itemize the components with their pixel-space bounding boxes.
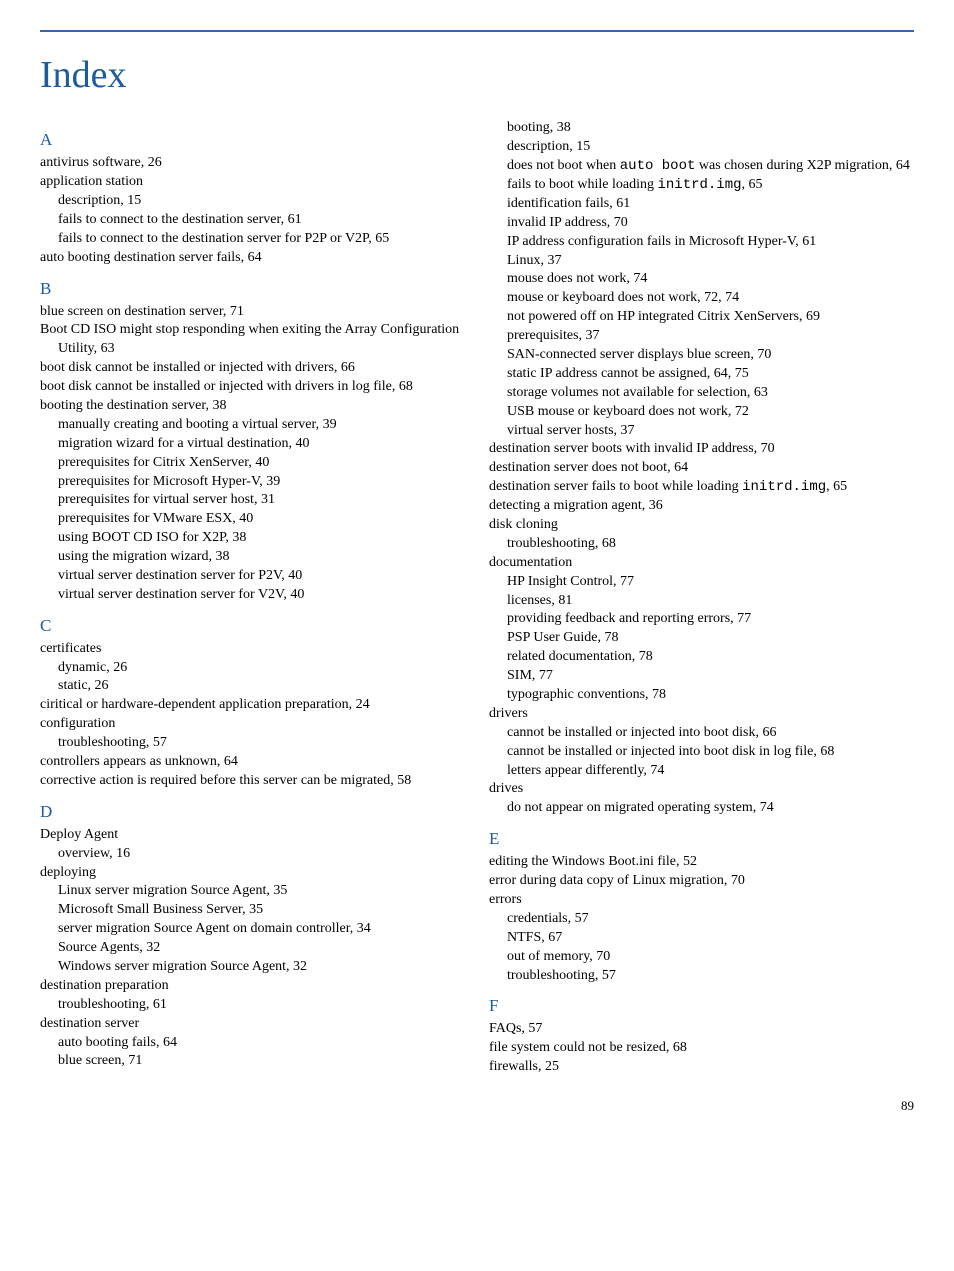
index-entry: not powered off on HP integrated Citrix … <box>489 308 914 327</box>
index-entry: USB mouse or keyboard does not work, 72 <box>507 403 914 422</box>
index-entry: certificates <box>40 640 465 659</box>
page-number: 89 <box>40 1097 914 1115</box>
index-entry: drives <box>489 780 914 799</box>
index-entry: error during data copy of Linux migratio… <box>489 872 914 891</box>
index-entry: troubleshooting, 68 <box>507 535 914 554</box>
index-entry: ciritical or hardware-dependent applicat… <box>40 696 465 715</box>
index-entry: SAN-connected server displays blue scree… <box>507 346 914 365</box>
index-entry: cannot be installed or injected into boo… <box>489 743 914 762</box>
index-entry: using BOOT CD ISO for X2P, 38 <box>58 529 465 548</box>
index-entry: application station <box>40 173 465 192</box>
index-entry: typographic conventions, 78 <box>507 686 914 705</box>
index-entry: drivers <box>489 705 914 724</box>
top-rule <box>40 30 914 32</box>
index-entry: server migration Source Agent on domain … <box>40 920 465 939</box>
index-entry: static IP address cannot be assigned, 64… <box>507 365 914 384</box>
index-entry: troubleshooting, 61 <box>58 996 465 1015</box>
section-letter: B <box>40 278 465 301</box>
index-entry: detecting a migration agent, 36 <box>489 497 914 516</box>
index-entry: dynamic, 26 <box>58 659 465 678</box>
index-entry: prerequisites, 37 <box>507 327 914 346</box>
index-entry: deploying <box>40 864 465 883</box>
index-entry: controllers appears as unknown, 64 <box>40 753 465 772</box>
index-entry: IP address configuration fails in Micros… <box>489 233 914 252</box>
index-entry: virtual server destination server for V2… <box>58 586 465 605</box>
index-entry: virtual server destination server for P2… <box>58 567 465 586</box>
index-entry: Linux, 37 <box>507 252 914 271</box>
index-entry: troubleshooting, 57 <box>507 967 914 986</box>
index-entry: storage volumes not available for select… <box>507 384 914 403</box>
index-entry: boot disk cannot be installed or injecte… <box>40 359 465 378</box>
index-entry: does not boot when auto boot was chosen … <box>489 157 914 176</box>
index-entry: description, 15 <box>507 138 914 157</box>
index-entry: Windows server migration Source Agent, 3… <box>58 958 465 977</box>
index-entry: documentation <box>489 554 914 573</box>
index-entry: prerequisites for Microsoft Hyper-V, 39 <box>58 473 465 492</box>
index-entry: HP Insight Control, 77 <box>507 573 914 592</box>
index-entry: file system could not be resized, 68 <box>489 1039 914 1058</box>
index-body: Aantivirus software, 26application stati… <box>40 119 914 1077</box>
section-letter: D <box>40 801 465 824</box>
index-entry: fails to connect to the destination serv… <box>40 230 465 249</box>
index-entry: destination server does not boot, 64 <box>489 459 914 478</box>
index-entry: Source Agents, 32 <box>58 939 465 958</box>
index-entry: troubleshooting, 57 <box>58 734 465 753</box>
index-entry: cannot be installed or injected into boo… <box>507 724 914 743</box>
section-letter: F <box>489 995 914 1018</box>
index-entry: migration wizard for a virtual destinati… <box>58 435 465 454</box>
index-entry: letters appear differently, 74 <box>507 762 914 781</box>
index-entry: mouse or keyboard does not work, 72, 74 <box>507 289 914 308</box>
index-entry: destination preparation <box>40 977 465 996</box>
index-entry: fails to boot while loading initrd.img, … <box>507 176 914 195</box>
index-entry: related documentation, 78 <box>507 648 914 667</box>
index-entry: configuration <box>40 715 465 734</box>
section-letter: A <box>40 129 465 152</box>
section-letter: E <box>489 828 914 851</box>
index-entry: booting the destination server, 38 <box>40 397 465 416</box>
index-entry: FAQs, 57 <box>489 1020 914 1039</box>
index-entry: prerequisites for virtual server host, 3… <box>58 491 465 510</box>
index-entry: NTFS, 67 <box>507 929 914 948</box>
index-entry: out of memory, 70 <box>507 948 914 967</box>
index-entry: description, 15 <box>58 192 465 211</box>
index-entry: boot disk cannot be installed or injecte… <box>40 378 465 397</box>
index-entry: antivirus software, 26 <box>40 154 465 173</box>
page-title: Index <box>40 50 914 101</box>
index-entry: providing feedback and reporting errors,… <box>507 610 914 629</box>
index-entry: licenses, 81 <box>507 592 914 611</box>
index-entry: auto booting fails, 64 <box>58 1034 465 1053</box>
index-entry: SIM, 77 <box>507 667 914 686</box>
index-entry: mouse does not work, 74 <box>507 270 914 289</box>
index-entry: Microsoft Small Business Server, 35 <box>58 901 465 920</box>
index-entry: identification fails, 61 <box>507 195 914 214</box>
index-entry: manually creating and booting a virtual … <box>58 416 465 435</box>
index-entry: errors <box>489 891 914 910</box>
index-entry: do not appear on migrated operating syst… <box>507 799 914 818</box>
index-entry: overview, 16 <box>58 845 465 864</box>
index-entry: credentials, 57 <box>507 910 914 929</box>
section-letter: C <box>40 615 465 638</box>
index-entry: destination server <box>40 1015 465 1034</box>
index-entry: fails to connect to the destination serv… <box>58 211 465 230</box>
index-entry: Boot CD ISO might stop responding when e… <box>40 321 465 359</box>
index-entry: static, 26 <box>58 677 465 696</box>
index-entry: destination server fails to boot while l… <box>489 478 914 497</box>
index-entry: blue screen on destination server, 71 <box>40 303 465 322</box>
index-entry: disk cloning <box>489 516 914 535</box>
index-entry: destination server boots with invalid IP… <box>489 440 914 459</box>
index-entry: editing the Windows Boot.ini file, 52 <box>489 853 914 872</box>
index-entry: PSP User Guide, 78 <box>507 629 914 648</box>
index-entry: prerequisites for VMware ESX, 40 <box>58 510 465 529</box>
index-entry: booting, 38 <box>507 119 914 138</box>
index-entry: using the migration wizard, 38 <box>58 548 465 567</box>
index-entry: Deploy Agent <box>40 826 465 845</box>
index-entry: prerequisites for Citrix XenServer, 40 <box>58 454 465 473</box>
index-entry: Linux server migration Source Agent, 35 <box>58 882 465 901</box>
index-entry: firewalls, 25 <box>489 1058 914 1077</box>
index-entry: auto booting destination server fails, 6… <box>40 249 465 268</box>
index-entry: invalid IP address, 70 <box>507 214 914 233</box>
index-entry: virtual server hosts, 37 <box>507 422 914 441</box>
index-entry: blue screen, 71 <box>58 1052 465 1071</box>
index-entry: corrective action is required before thi… <box>40 772 465 791</box>
